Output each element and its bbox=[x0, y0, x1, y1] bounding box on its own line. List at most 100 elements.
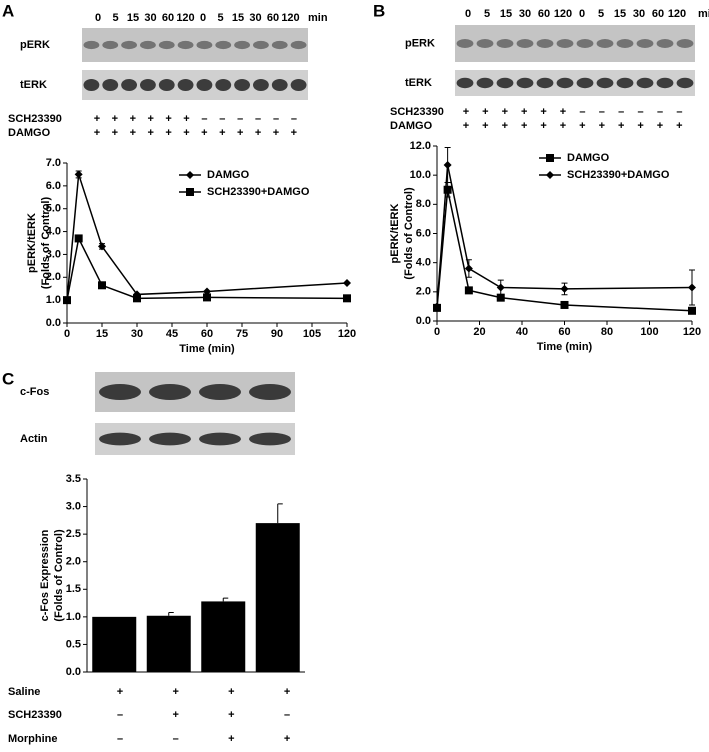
blot-band bbox=[516, 77, 534, 89]
blot-band bbox=[99, 384, 141, 400]
condition-sign: + bbox=[172, 686, 178, 698]
x-tick-label: 45 bbox=[166, 328, 178, 340]
blot-band bbox=[99, 432, 141, 446]
blot-band bbox=[83, 40, 100, 50]
blot-band bbox=[516, 39, 534, 48]
y-tick-label: 3.0 bbox=[66, 500, 81, 512]
blot-band bbox=[121, 40, 137, 50]
legend-label: DAMGO bbox=[207, 169, 250, 181]
condition-sign: + bbox=[273, 127, 279, 139]
y-tick-label: 12.0 bbox=[410, 140, 431, 152]
lane-label: 0 bbox=[95, 12, 101, 24]
y-tick-label: 2.5 bbox=[66, 528, 81, 540]
y-tick-label: 8.0 bbox=[416, 198, 431, 210]
condition-sign: + bbox=[502, 120, 508, 132]
bar bbox=[92, 616, 137, 672]
condition-sign: + bbox=[147, 113, 153, 125]
marker bbox=[496, 283, 505, 292]
x-tick-label: 120 bbox=[683, 326, 701, 338]
condition-sign: + bbox=[94, 127, 100, 139]
x-tick-label: 75 bbox=[236, 328, 248, 340]
lane-label: 30 bbox=[144, 12, 156, 24]
marker bbox=[560, 284, 569, 293]
y-tick-label: 7.0 bbox=[46, 157, 61, 169]
lane-label: 5 bbox=[112, 12, 118, 24]
lane-label: 30 bbox=[519, 8, 531, 20]
lane-label: 60 bbox=[267, 12, 279, 24]
blot-band bbox=[536, 39, 554, 48]
lane-label: 0 bbox=[200, 12, 206, 24]
x-axis-label: Time (min) bbox=[537, 341, 593, 353]
condition-sign: – bbox=[219, 113, 225, 125]
condition-sign: + bbox=[165, 113, 171, 125]
blot-band bbox=[636, 39, 654, 48]
lane-label: 15 bbox=[127, 12, 139, 24]
marker bbox=[63, 296, 71, 305]
lane-label: 15 bbox=[614, 8, 626, 20]
marker bbox=[74, 170, 83, 179]
lane-label: 15 bbox=[500, 8, 512, 20]
blot bbox=[82, 70, 308, 100]
blot-band bbox=[158, 40, 175, 50]
y-tick-label: 2.0 bbox=[46, 271, 61, 283]
condition-sign: + bbox=[130, 113, 136, 125]
blot-band bbox=[596, 39, 614, 48]
y-axis-label: (Folds of Control) bbox=[53, 529, 65, 622]
panel-letter: B bbox=[373, 1, 385, 20]
blot bbox=[82, 28, 308, 62]
blot-band bbox=[249, 384, 291, 400]
blot-band bbox=[196, 79, 213, 91]
y-tick-label: 3.0 bbox=[46, 248, 61, 260]
blot-label: pERK bbox=[20, 39, 50, 51]
blot-band bbox=[676, 77, 694, 89]
lane-label: 120 bbox=[176, 12, 194, 24]
y-tick-label: 1.0 bbox=[46, 294, 61, 306]
error-bar bbox=[222, 597, 229, 602]
error-bar bbox=[168, 611, 174, 616]
y-tick-label: 6.0 bbox=[46, 180, 61, 192]
condition-sign: – bbox=[291, 113, 297, 125]
condition-sign: + bbox=[579, 120, 585, 132]
y-tick-label: 1.5 bbox=[66, 583, 81, 595]
condition-label: DAMGO bbox=[390, 120, 433, 132]
y-tick-label: 5.0 bbox=[46, 203, 61, 215]
condition-sign: + bbox=[172, 709, 178, 721]
lane-unit: min bbox=[698, 8, 709, 20]
condition-sign: + bbox=[183, 127, 189, 139]
blot-band bbox=[140, 40, 156, 50]
blot-band bbox=[616, 77, 634, 89]
condition-sign: – bbox=[255, 113, 261, 125]
y-tick-label: 4.0 bbox=[416, 257, 431, 269]
blot-band bbox=[636, 77, 654, 89]
blot-band bbox=[83, 79, 100, 91]
y-axis-label: pERK/tERK bbox=[389, 204, 401, 264]
blot bbox=[455, 70, 695, 96]
series-line bbox=[66, 236, 348, 301]
condition-sign: + bbox=[463, 120, 469, 132]
condition-sign: + bbox=[560, 120, 566, 132]
condition-sign: – bbox=[657, 106, 663, 118]
condition-sign: + bbox=[482, 106, 488, 118]
x-tick-label: 0 bbox=[434, 326, 440, 338]
marker bbox=[98, 242, 106, 251]
condition-sign: – bbox=[599, 106, 605, 118]
blot-band bbox=[215, 40, 232, 50]
lane-label: 120 bbox=[554, 8, 572, 20]
y-tick-label: 2.0 bbox=[66, 556, 81, 568]
marker bbox=[464, 286, 473, 295]
condition-label: Saline bbox=[8, 686, 40, 698]
marker bbox=[186, 188, 194, 196]
error-bar bbox=[277, 503, 283, 524]
y-tick-label: 0.0 bbox=[416, 315, 431, 327]
y-tick-label: 0.5 bbox=[66, 638, 81, 650]
blot-band bbox=[476, 77, 494, 89]
x-tick-label: 120 bbox=[338, 328, 356, 340]
marker bbox=[443, 185, 452, 194]
y-axis-label: (Folds of Control) bbox=[403, 187, 415, 280]
condition-sign: + bbox=[183, 113, 189, 125]
marker bbox=[98, 281, 106, 290]
marker bbox=[496, 293, 505, 302]
blot-band bbox=[496, 39, 514, 48]
condition-sign: – bbox=[237, 113, 243, 125]
